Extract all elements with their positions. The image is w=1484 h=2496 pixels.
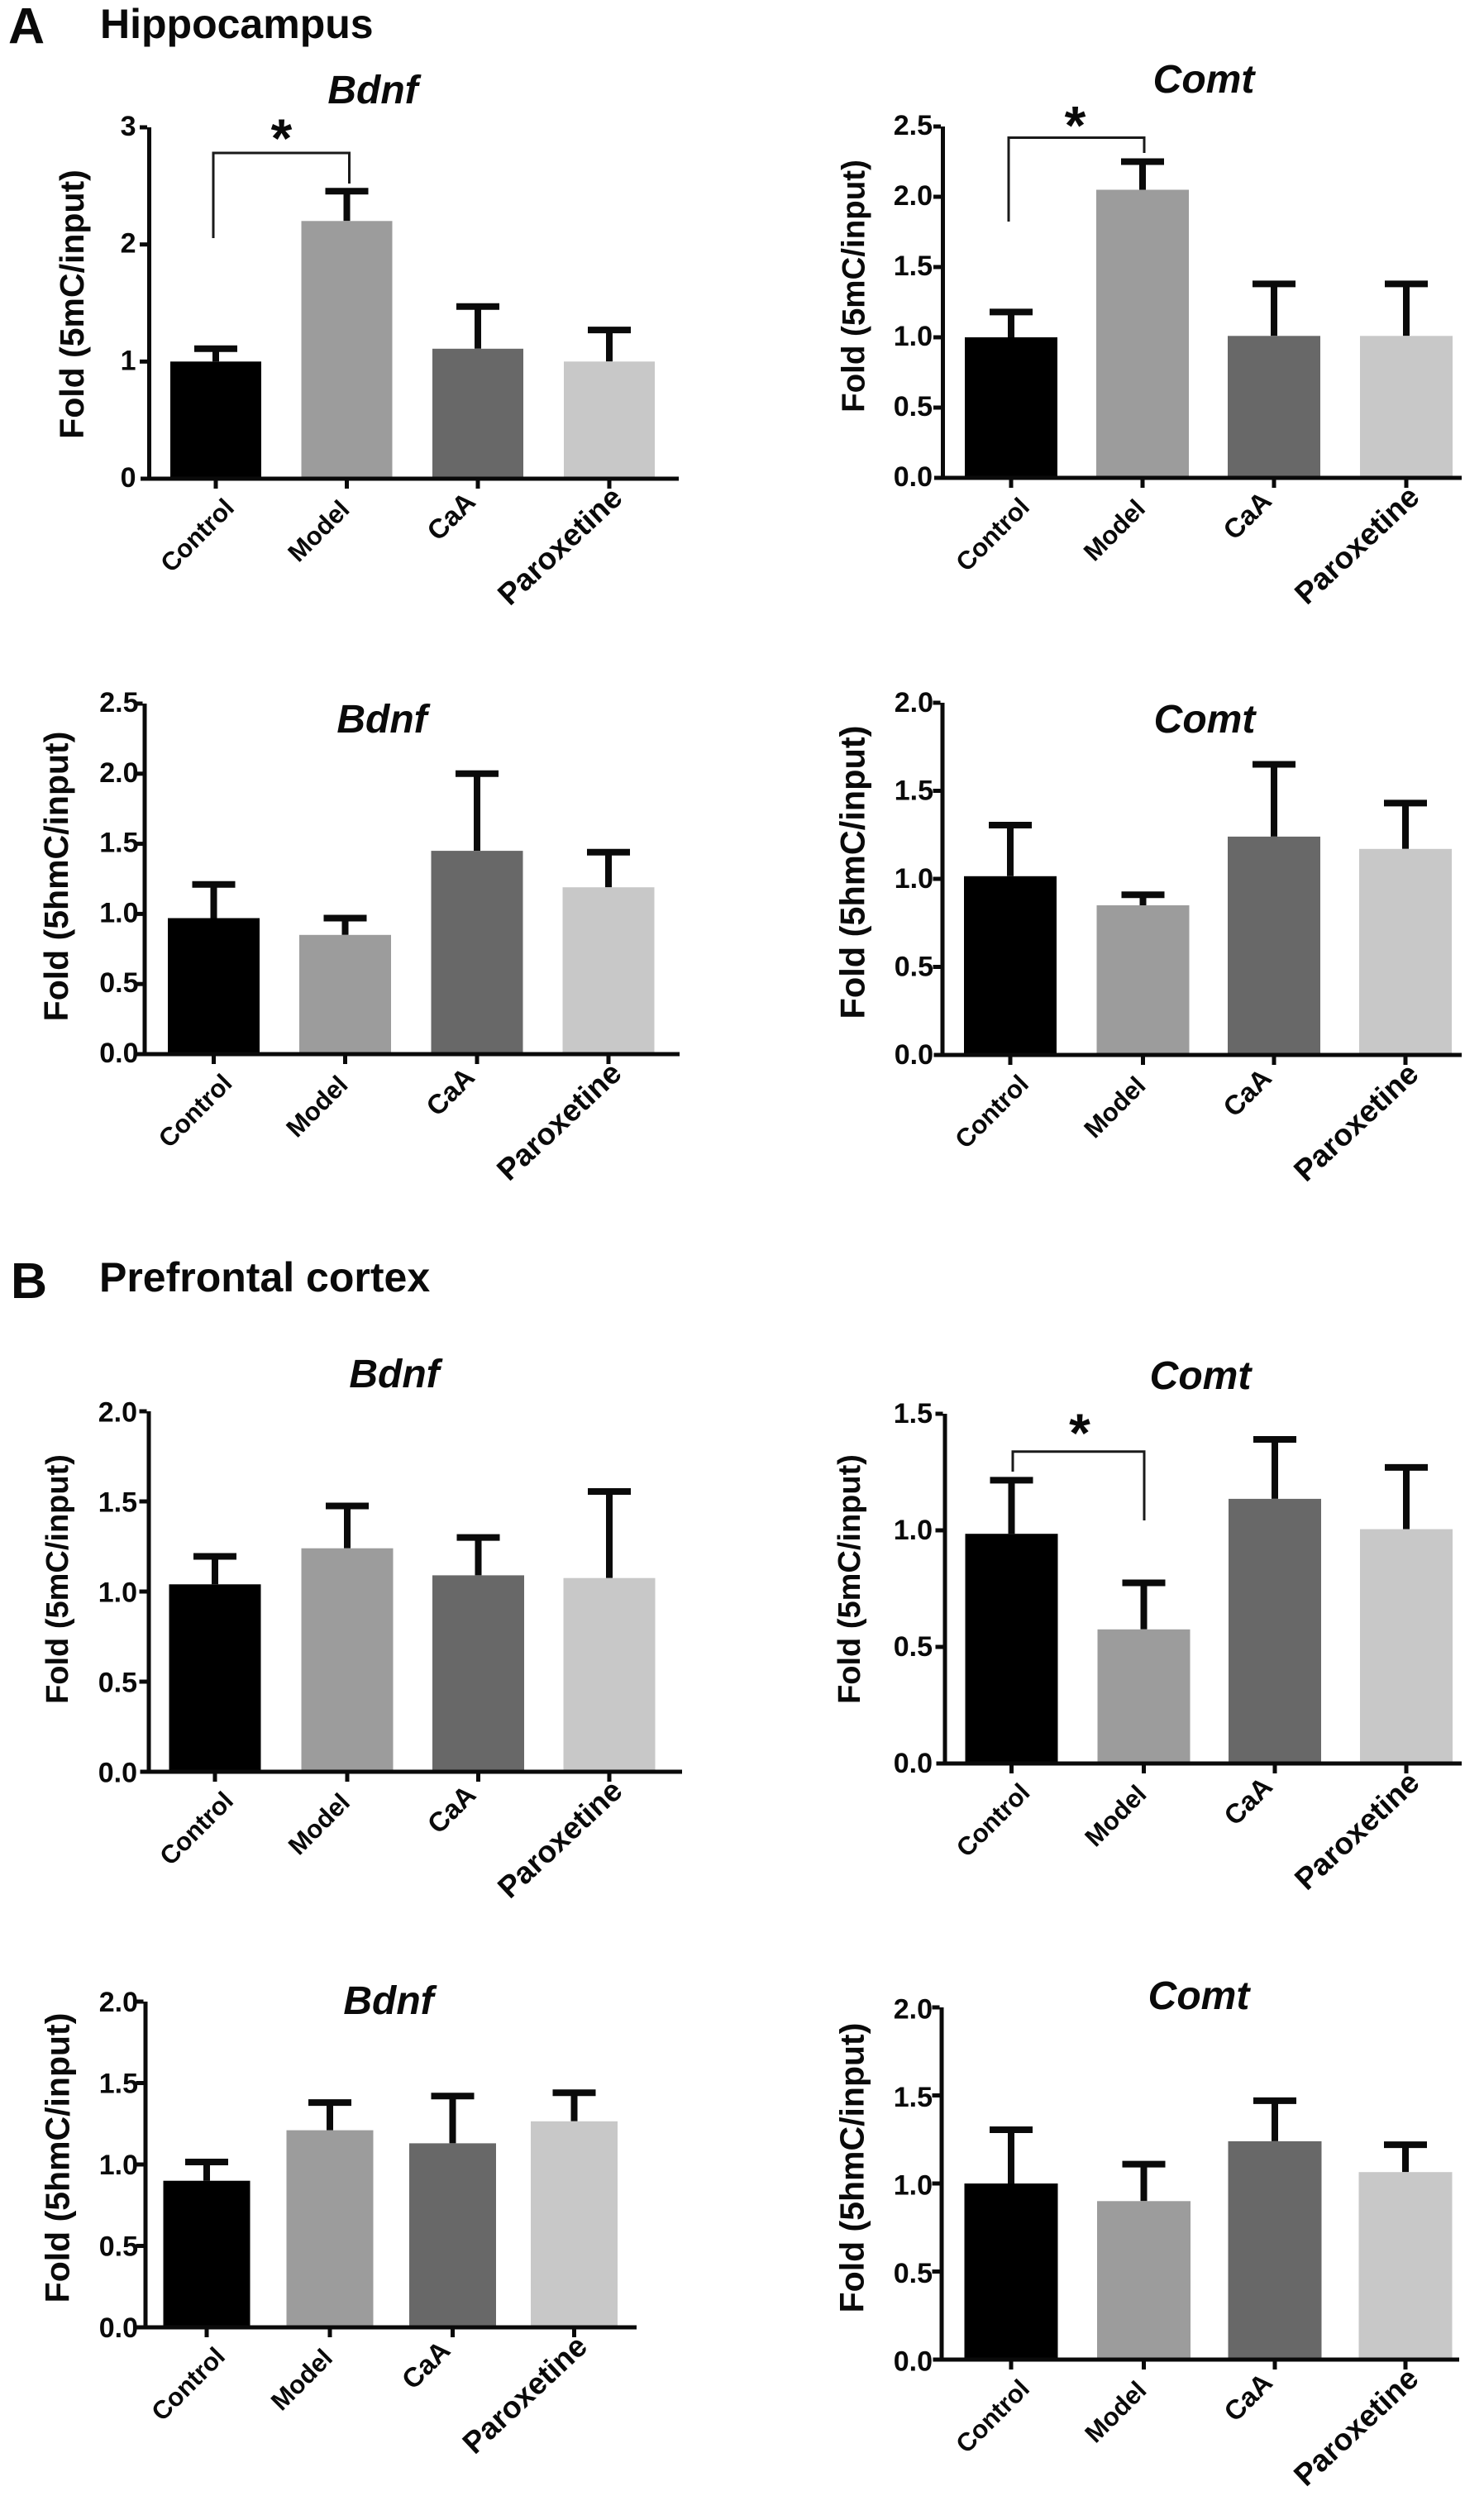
svg-text:Fold (5mC/input): Fold (5mC/input) <box>41 1454 75 1704</box>
svg-text:Comt: Comt <box>1148 1974 1252 2018</box>
svg-text:Comt: Comt <box>1150 1354 1253 1398</box>
svg-text:Prefrontal cortex: Prefrontal cortex <box>99 1254 430 1300</box>
svg-text:0.5: 0.5 <box>894 1631 933 1663</box>
svg-text:*: * <box>271 107 293 169</box>
svg-text:2.0: 2.0 <box>99 757 138 789</box>
svg-text:2.0: 2.0 <box>894 1994 933 2026</box>
svg-text:0.5: 0.5 <box>894 391 933 422</box>
svg-text:0.5: 0.5 <box>894 2258 933 2289</box>
svg-text:Fold (5hmC/input): Fold (5hmC/input) <box>833 726 872 1019</box>
svg-text:0: 0 <box>121 462 136 494</box>
svg-text:1.0: 1.0 <box>99 2150 138 2181</box>
svg-text:Fold (5mC/input): Fold (5mC/input) <box>833 1454 867 1704</box>
svg-text:2.0: 2.0 <box>99 1987 138 2018</box>
svg-text:1: 1 <box>121 345 136 376</box>
svg-text:1.0: 1.0 <box>99 897 138 928</box>
svg-text:1.0: 1.0 <box>894 321 933 352</box>
svg-text:Fold (5mC/input): Fold (5mC/input) <box>837 160 872 413</box>
svg-text:2.5: 2.5 <box>894 110 933 141</box>
svg-text:0.0: 0.0 <box>894 1748 933 1779</box>
svg-text:0.0: 0.0 <box>99 2312 138 2344</box>
svg-text:A: A <box>8 0 45 55</box>
svg-text:0.0: 0.0 <box>99 1038 138 1069</box>
svg-text:1.5: 1.5 <box>894 251 933 282</box>
svg-text:Comt: Comt <box>1154 698 1257 742</box>
svg-text:Comt: Comt <box>1153 58 1257 102</box>
svg-text:Bdnf: Bdnf <box>327 69 421 112</box>
svg-text:2.0: 2.0 <box>98 1397 137 1429</box>
svg-text:0.5: 0.5 <box>99 2231 138 2263</box>
svg-text:1.0: 1.0 <box>894 2170 933 2202</box>
svg-text:*: * <box>1069 1402 1090 1463</box>
svg-text:0.0: 0.0 <box>894 2346 933 2378</box>
svg-text:0.0: 0.0 <box>894 461 933 493</box>
svg-text:0.5: 0.5 <box>895 952 933 983</box>
svg-text:Fold (5hmC/input): Fold (5hmC/input) <box>37 732 75 1022</box>
svg-text:1.0: 1.0 <box>895 863 933 895</box>
svg-text:1.5: 1.5 <box>99 2069 138 2100</box>
svg-text:0.5: 0.5 <box>98 1668 137 1699</box>
svg-text:0.5: 0.5 <box>99 967 138 999</box>
svg-text:3: 3 <box>121 111 136 142</box>
svg-text:1.5: 1.5 <box>98 1487 137 1519</box>
svg-text:Bdnf: Bdnf <box>343 1979 437 2023</box>
svg-text:2.5: 2.5 <box>99 687 138 718</box>
svg-text:2.0: 2.0 <box>895 687 933 718</box>
svg-text:Fold (5hmC/input): Fold (5hmC/input) <box>833 2023 871 2313</box>
svg-text:1.5: 1.5 <box>894 1398 933 1429</box>
svg-text:1.5: 1.5 <box>895 776 933 807</box>
svg-text:1.0: 1.0 <box>98 1577 137 1609</box>
svg-text:*: * <box>1065 95 1086 156</box>
svg-text:Bdnf: Bdnf <box>349 1353 442 1396</box>
svg-text:0.0: 0.0 <box>98 1758 137 1789</box>
svg-text:Hippocampus: Hippocampus <box>100 1 374 47</box>
svg-text:Bdnf: Bdnf <box>336 698 430 742</box>
svg-text:1.0: 1.0 <box>894 1515 933 1546</box>
svg-text:Fold (5mC/input): Fold (5mC/input) <box>53 169 91 439</box>
svg-text:1.5: 1.5 <box>894 2082 933 2113</box>
svg-text:2.0: 2.0 <box>894 180 933 212</box>
svg-text:B: B <box>11 1253 47 1309</box>
svg-text:1.5: 1.5 <box>99 828 138 859</box>
svg-text:0.0: 0.0 <box>895 1039 933 1071</box>
svg-text:2: 2 <box>121 228 136 260</box>
svg-text:Fold (5hmC/input): Fold (5hmC/input) <box>39 2013 77 2303</box>
